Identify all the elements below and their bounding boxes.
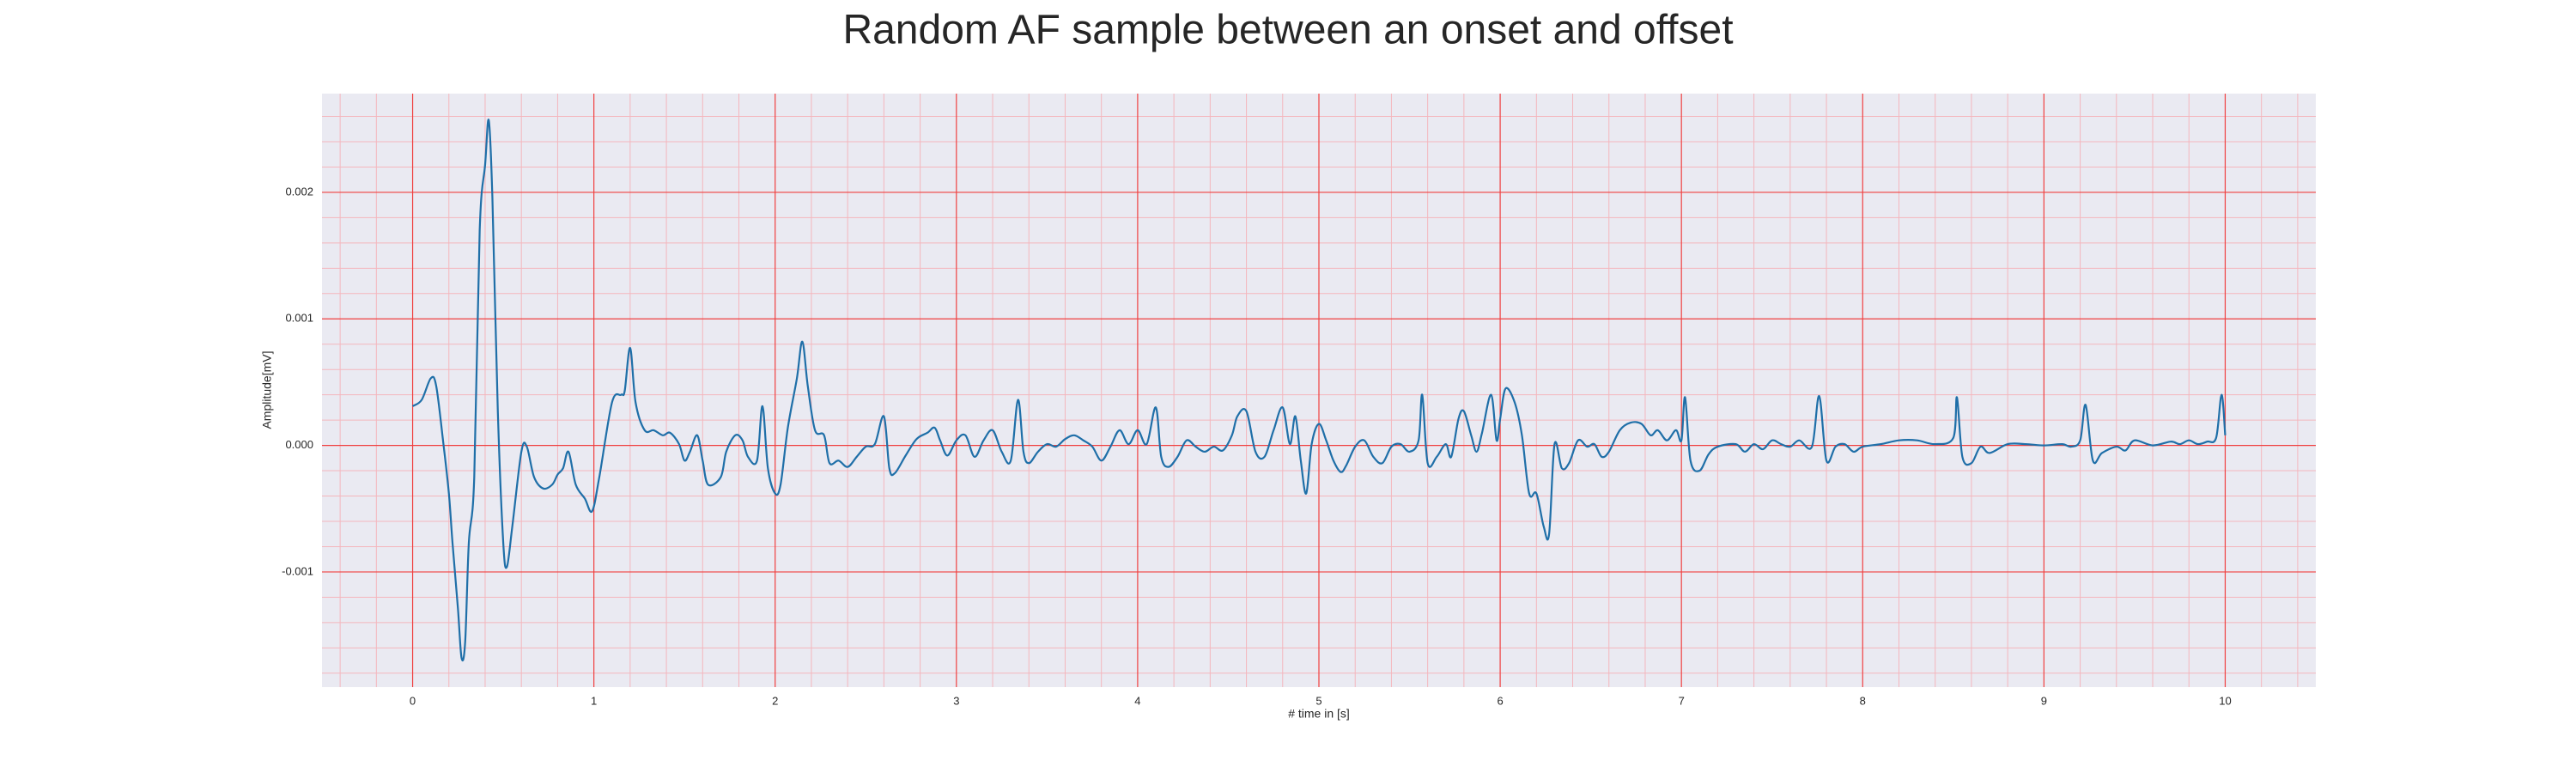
- chart-title: Random AF sample between an onset and of…: [842, 8, 1733, 53]
- signal-line: [411, 119, 2227, 662]
- y-axis-label: Amplitude[mV]: [260, 350, 274, 429]
- x-tick-label: 4: [1134, 694, 1140, 707]
- y-tick-label: -0.001: [282, 564, 313, 577]
- x-tick-label: 8: [1860, 694, 1866, 707]
- y-tick-label: 0.000: [285, 438, 313, 451]
- x-tick-label: 0: [410, 694, 416, 707]
- x-tick-label: 10: [2219, 694, 2231, 707]
- y-tick-label: 0.002: [285, 185, 313, 198]
- y-tick-label: 0.001: [285, 312, 313, 325]
- x-tick-label: 1: [591, 694, 597, 707]
- x-axis-label: # time in [s]: [1288, 707, 1350, 721]
- x-tick-label: 9: [2041, 694, 2047, 707]
- x-tick-label: 3: [953, 694, 959, 707]
- x-tick-label: 2: [772, 694, 778, 707]
- x-tick-label: 6: [1497, 694, 1503, 707]
- x-tick-label: 7: [1679, 694, 1685, 707]
- x-tick-label: 5: [1315, 694, 1321, 707]
